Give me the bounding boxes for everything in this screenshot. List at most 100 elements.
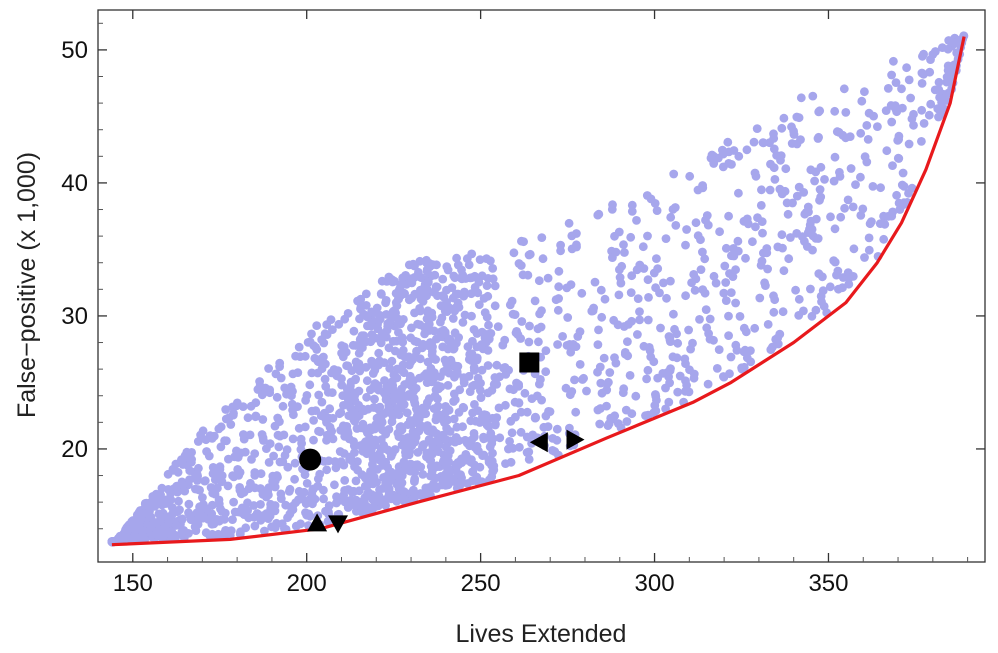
scatter-point [368, 465, 378, 474]
scatter-point [166, 495, 176, 505]
scatter-point [486, 329, 496, 338]
scatter-point [415, 354, 425, 364]
scatter-point [681, 291, 690, 301]
scatter-point [815, 106, 825, 116]
x-tick-label: 150 [113, 570, 153, 597]
scatter-point [404, 390, 414, 399]
scatter-point [238, 402, 248, 411]
scatter-point [316, 411, 326, 421]
scatter-point [300, 422, 310, 432]
scatter-point [763, 320, 773, 329]
scatter-point [345, 452, 355, 462]
scatter-point [608, 200, 617, 210]
scatter-point [801, 208, 811, 217]
scatter-point [404, 378, 414, 388]
scatter-point [192, 470, 202, 479]
scatter-point [214, 516, 224, 526]
scatter-point [264, 458, 274, 467]
scatter-point [516, 261, 526, 270]
scatter-point [327, 368, 336, 378]
scatter-point [862, 157, 872, 167]
scatter-point [814, 132, 823, 142]
scatter-point [849, 244, 859, 254]
scatter-point [457, 274, 467, 284]
scatter-point [860, 253, 869, 262]
scatter-point [467, 311, 476, 321]
scatter-point [564, 218, 574, 228]
scatter-point [685, 171, 695, 181]
scatter-point [443, 381, 453, 390]
scatter-point [495, 433, 505, 443]
scatter-point [206, 483, 216, 492]
scatter-point [410, 475, 419, 485]
scatter-point [725, 369, 734, 379]
scatter-point [339, 460, 349, 470]
scatter-point [897, 84, 906, 94]
scatter-point [455, 385, 465, 395]
scatter-point [863, 135, 873, 144]
scatter-point [375, 311, 385, 320]
scatter-point [627, 207, 637, 216]
scatter-point [611, 358, 621, 368]
scatter-point [723, 137, 733, 147]
scatter-point [409, 493, 419, 503]
scatter-point [599, 353, 609, 363]
scatter-point [777, 230, 787, 240]
scatter-point [127, 517, 137, 526]
scatter-point [544, 407, 553, 416]
scatter-point [669, 169, 679, 179]
scatter-point [590, 277, 600, 287]
scatter-point [868, 182, 878, 191]
scatter-point [430, 428, 439, 437]
scatter-point [156, 490, 166, 500]
scatter-point [374, 348, 384, 358]
scatter-point [367, 307, 376, 317]
scatter-point [262, 444, 271, 453]
scatter-point [440, 327, 450, 337]
scatter-point [673, 338, 683, 348]
scatter-point [846, 164, 856, 173]
scatter-point [167, 503, 177, 512]
scatter-point [635, 260, 645, 270]
scatter-point [490, 281, 500, 291]
scatter-point [432, 403, 442, 413]
scatter-point [733, 236, 743, 246]
scatter-point [406, 333, 416, 343]
scatter-point [556, 240, 565, 250]
scatter-point [285, 509, 295, 519]
scatter-point [602, 379, 612, 389]
scatter-point [653, 373, 663, 383]
scatter-point [344, 411, 354, 420]
scatter-point [635, 315, 644, 325]
scatter-point [839, 84, 849, 94]
scatter-point [250, 521, 260, 531]
scatter-point [373, 324, 383, 334]
scatter-point [830, 106, 840, 116]
scatter-point [516, 407, 526, 417]
scatter-point [340, 497, 350, 507]
scatter-point [935, 93, 944, 102]
scatter-point [633, 330, 642, 339]
scatter-point [721, 243, 731, 253]
scatter-point [516, 334, 525, 343]
scatter-point [483, 291, 493, 301]
scatter-point [220, 527, 230, 537]
scatter-point [567, 231, 577, 241]
scatter-point [893, 136, 903, 145]
scatter-point [442, 297, 451, 307]
scatter-point [840, 203, 849, 213]
scatter-point [299, 487, 309, 497]
scatter-point [841, 133, 851, 143]
x-axis-title: Lives Extended [456, 620, 627, 648]
scatter-point [638, 242, 648, 252]
scatter-point [567, 244, 577, 254]
scatter-point [305, 337, 315, 347]
scatter-point [524, 455, 534, 464]
scatter-point [595, 419, 605, 429]
scatter-point [530, 296, 540, 306]
scatter-point [228, 515, 237, 524]
scatter-point [460, 287, 469, 297]
scatter-point [407, 323, 416, 333]
scatter-point [689, 369, 699, 379]
scatter-point [479, 410, 489, 420]
